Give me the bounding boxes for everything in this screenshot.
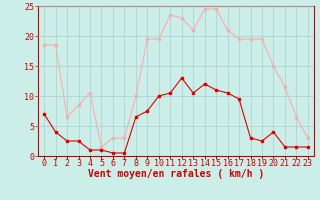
X-axis label: Vent moyen/en rafales ( km/h ): Vent moyen/en rafales ( km/h ) — [88, 169, 264, 179]
